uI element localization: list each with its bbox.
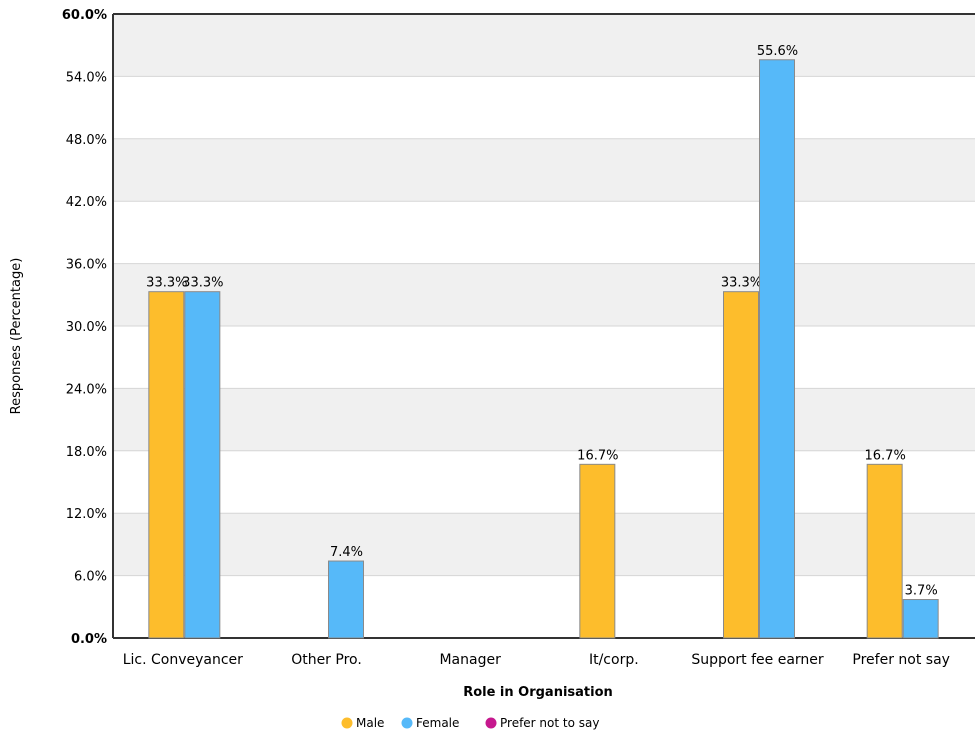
legend-item-label: Male (356, 716, 384, 730)
bar-female (328, 560, 364, 639)
legend-item-label: Female (416, 716, 459, 730)
bar-female (759, 59, 795, 639)
y-tick-label: 6.0% (74, 570, 107, 585)
data-label: 33.3% (146, 276, 187, 291)
y-tick-label: 54.0% (66, 70, 107, 85)
legend-item-label: Prefer not to say (500, 716, 599, 730)
grid-band (113, 513, 975, 576)
y-axis-title: Responses (Percentage) (9, 258, 24, 415)
data-label: 7.4% (330, 545, 363, 560)
data-label: 55.6% (757, 44, 798, 59)
y-tick-label: 30.0% (66, 320, 107, 335)
data-label: 3.7% (905, 584, 938, 599)
x-tick-label: Prefer not say (852, 652, 950, 668)
grid-band (113, 14, 975, 77)
bar-male (866, 463, 903, 639)
legend-swatch (341, 717, 353, 729)
legend-swatch (401, 717, 413, 729)
data-label: 33.3% (721, 276, 762, 291)
y-tick-label: 18.0% (66, 445, 107, 460)
y-tick-label: 24.0% (66, 382, 107, 397)
y-tick-label: 48.0% (66, 133, 107, 148)
x-tick-label: Lic. Conveyancer (123, 652, 243, 668)
legend-swatch (485, 717, 497, 729)
x-tick-label: Support fee earner (691, 652, 824, 668)
x-axis-title: Role in Organisation (463, 685, 613, 700)
bar-male (579, 463, 616, 639)
data-label: 16.7% (865, 448, 906, 463)
bar-female (902, 599, 939, 639)
bar-male (723, 291, 759, 639)
data-label: 33.3% (182, 276, 223, 291)
y-tick-label: 0.0% (71, 632, 107, 647)
grid-band (113, 138, 975, 202)
y-tick-label: 60.0% (62, 8, 107, 23)
y-tick-label: 36.0% (66, 258, 107, 273)
grid-band (113, 388, 975, 451)
x-tick-label: It/corp. (589, 652, 639, 668)
x-tick-label: Manager (439, 652, 501, 668)
y-tick-label: 42.0% (66, 195, 107, 210)
bar-female (184, 291, 221, 639)
data-label: 16.7% (577, 448, 618, 463)
grid-band (113, 263, 975, 326)
bar-male (148, 291, 185, 639)
x-tick-label: Other Pro. (291, 652, 362, 668)
y-tick-label: 12.0% (66, 507, 107, 522)
